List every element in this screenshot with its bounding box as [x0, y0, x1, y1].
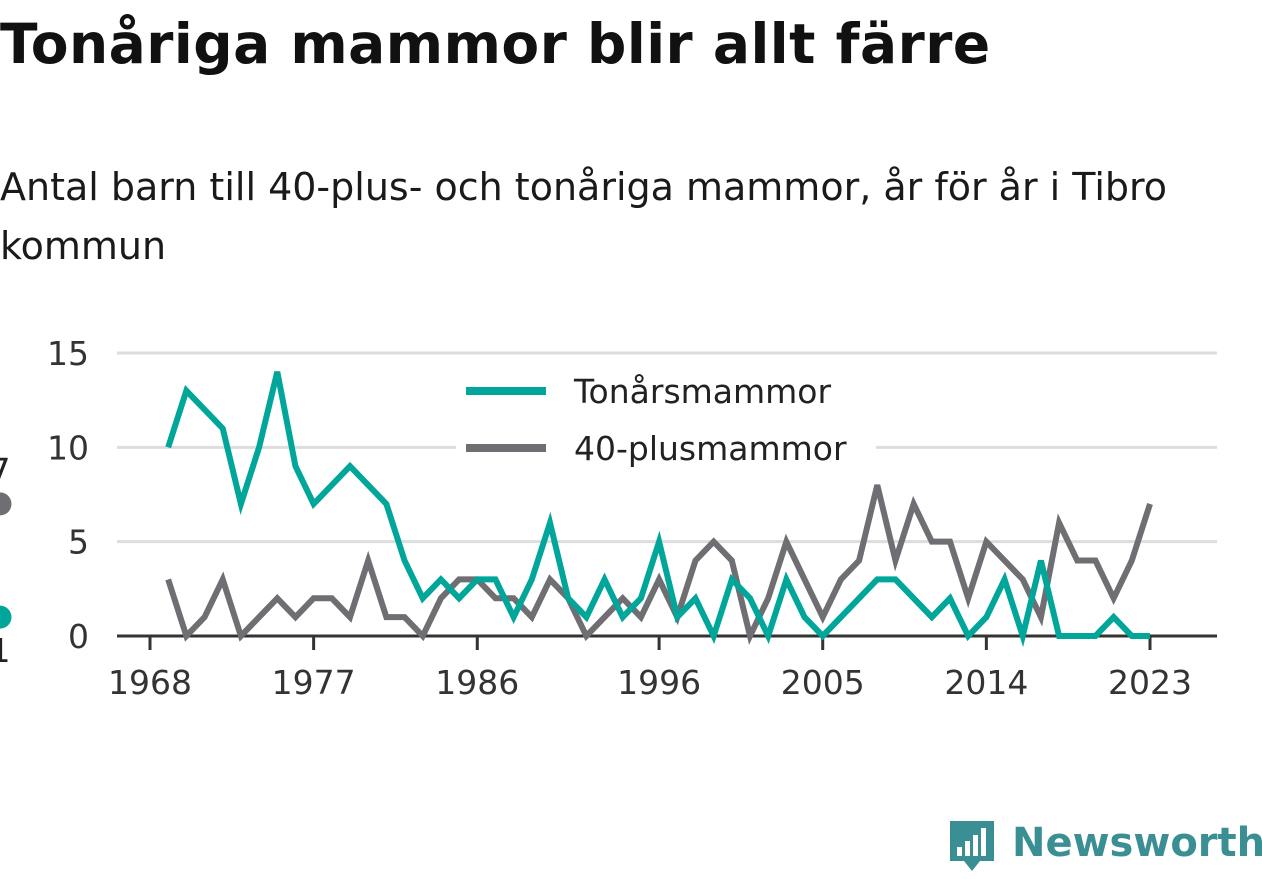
legend: Tonårsmammor 40-plusmammor	[456, 364, 876, 471]
y-axis: 0 5 10 15	[47, 334, 89, 656]
x-tick-label: 1968	[108, 663, 192, 702]
y-tick-label: 5	[68, 523, 89, 562]
series-end-point	[0, 605, 12, 629]
x-tick-label: 2005	[781, 663, 865, 702]
y-tick-label: 10	[47, 428, 89, 467]
y-tick-label: 15	[47, 334, 89, 373]
series-end-label: 7	[0, 451, 11, 490]
series-line	[165, 484, 1153, 645]
y-tick-label: 0	[68, 617, 89, 656]
newsworthy-logo: Newsworthy	[946, 817, 1262, 875]
newsworthy-bar-chart-logo-icon	[950, 821, 994, 871]
x-axis: 1968 1977 1986 1996 2005 2014 2023	[108, 634, 1217, 702]
series-lines: 17	[0, 371, 1153, 670]
x-tick-label: 1996	[617, 663, 701, 702]
series-end-label: 1	[0, 631, 11, 670]
series-end-point	[0, 492, 12, 516]
chart-subtitle: Antal barn till 40-plus- och tonåriga ma…	[0, 165, 1168, 268]
legend-label: Tonårsmammor	[573, 372, 831, 411]
brand-name: Newsworthy	[1012, 820, 1262, 866]
x-tick-label: 2014	[944, 663, 1028, 702]
x-tick-label: 1986	[435, 663, 519, 702]
chart-title: Tonåriga mammor blir allt färre	[0, 12, 991, 76]
x-tick-label: 1977	[272, 663, 356, 702]
legend-label: 40-plusmammor	[574, 429, 847, 468]
series-line	[165, 371, 1150, 648]
x-tick-label: 2023	[1108, 663, 1192, 702]
